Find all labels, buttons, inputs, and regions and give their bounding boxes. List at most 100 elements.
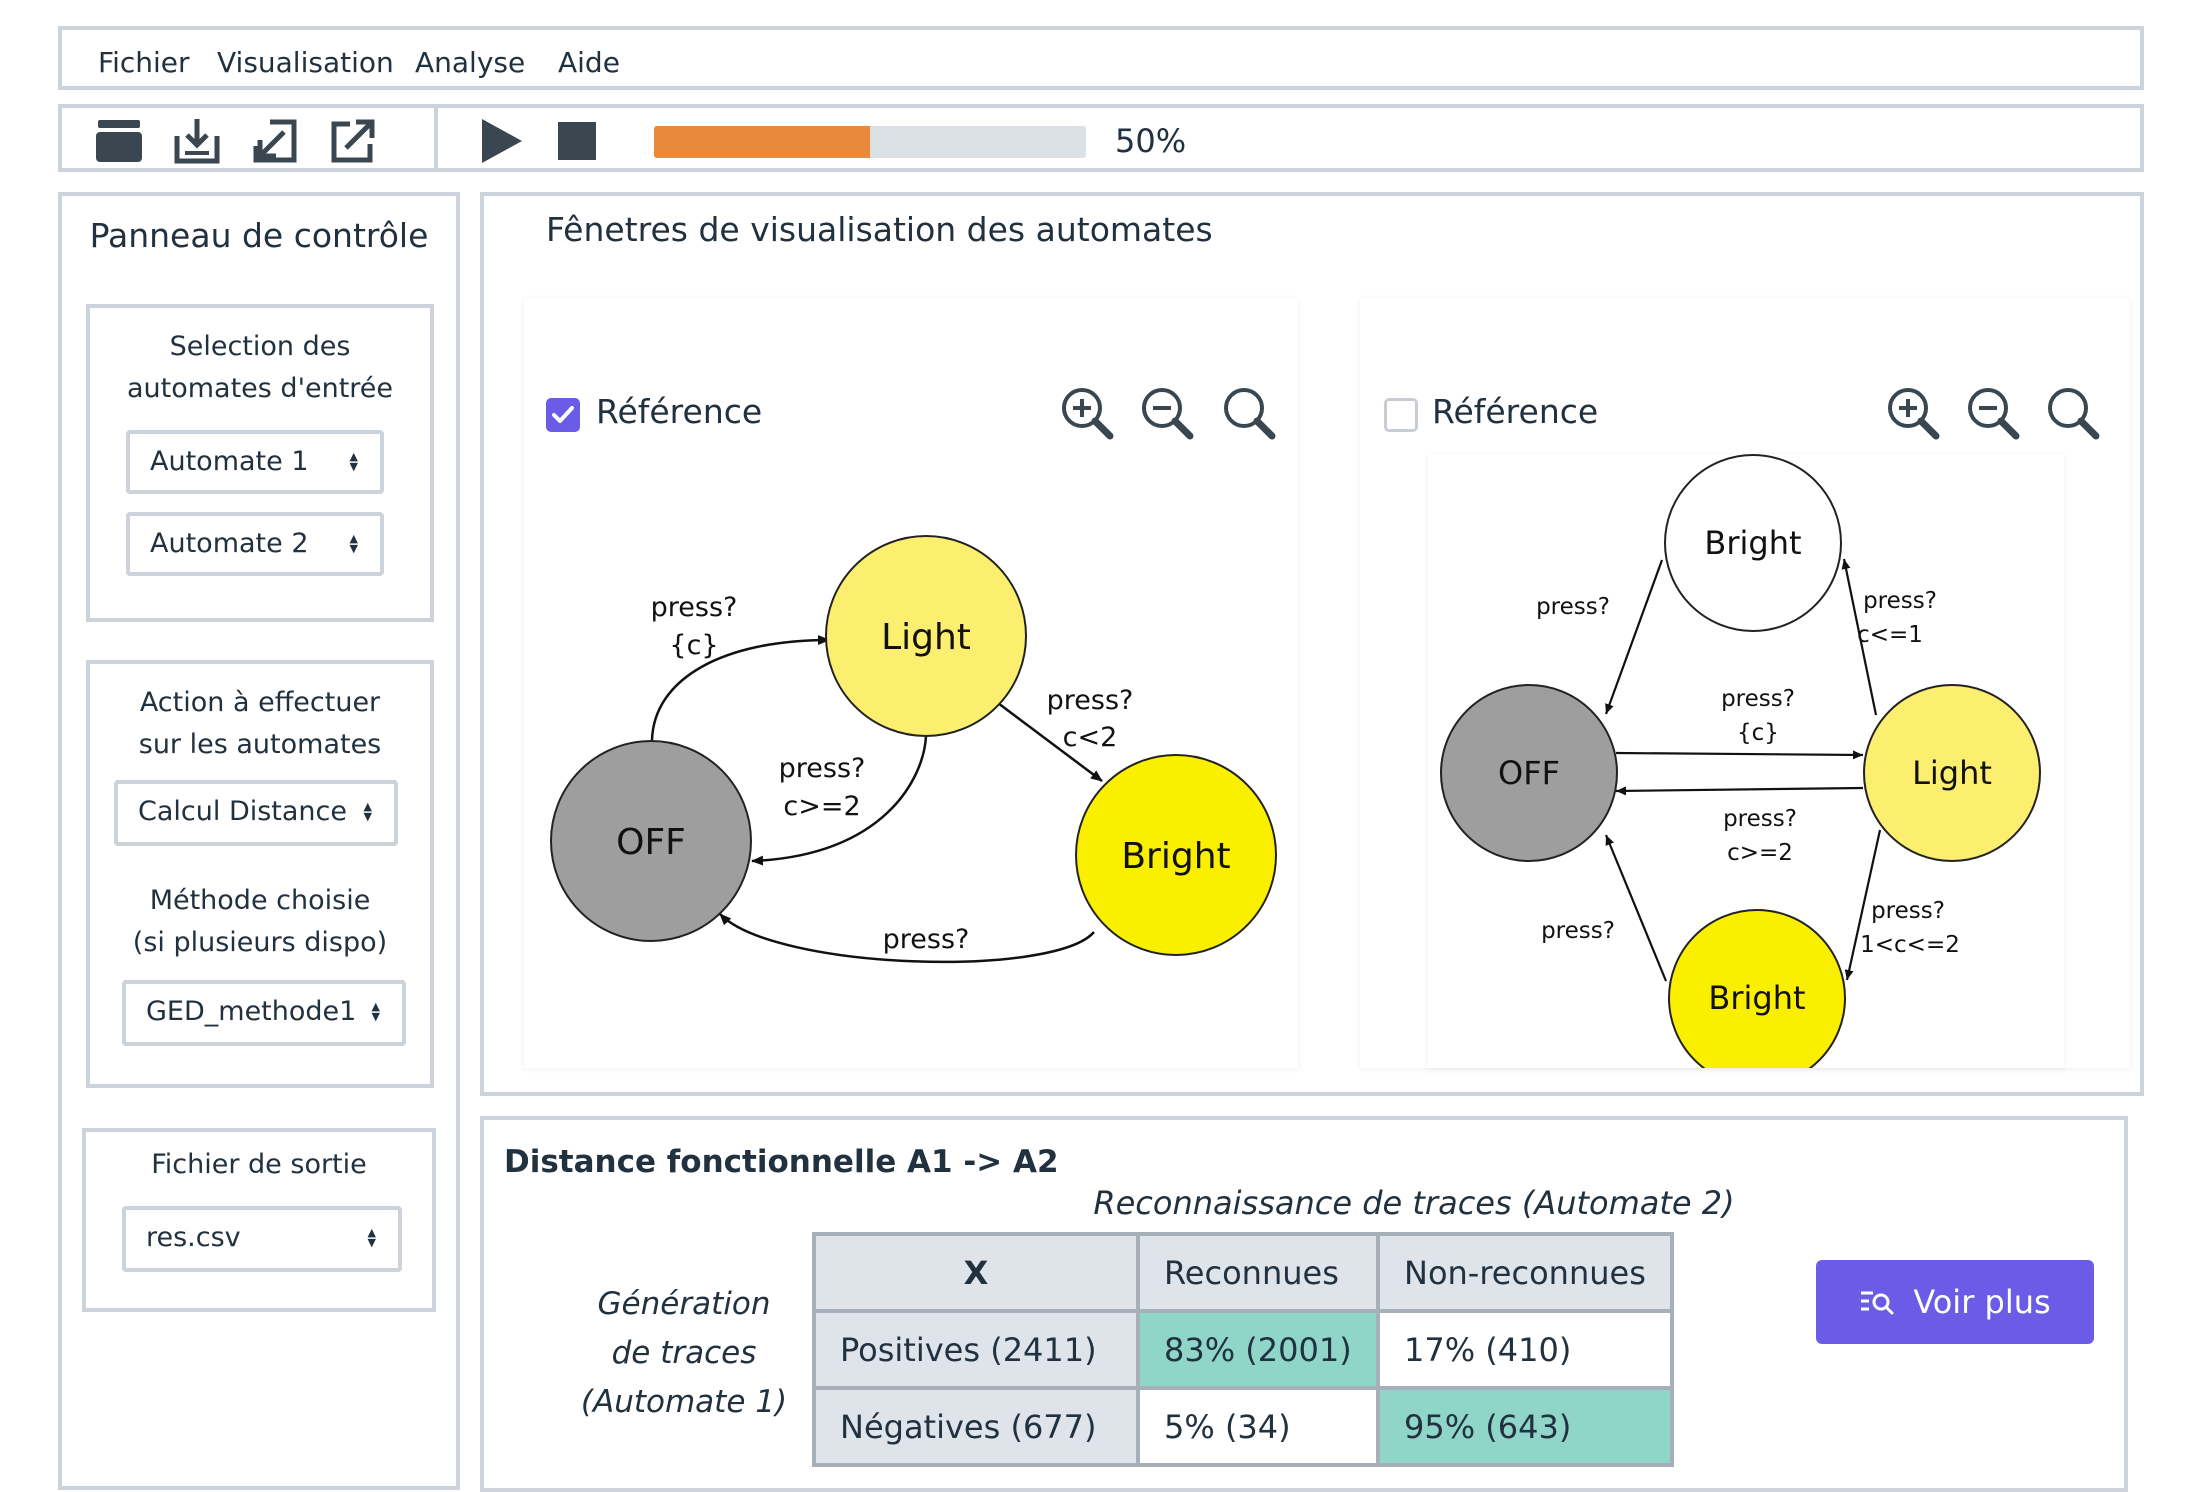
edge-off-light-label-1: press? [1721, 686, 1795, 712]
table-row-label: Négatives (677) [812, 1386, 1140, 1467]
export-icon[interactable] [328, 116, 378, 166]
state-off-label: OFF [616, 822, 686, 863]
progress-percent: 50% [1115, 122, 1187, 160]
table-header-row: X Reconnues Non-reconnues [812, 1232, 1674, 1313]
automaton-graph-right[interactable]: Bright OFF Light Bright press? press? c<… [1360, 298, 2130, 1068]
table-cell: 95% (643) [1376, 1386, 1674, 1467]
folder-icon[interactable] [94, 116, 144, 166]
edge-light-bottom-label-2: 1<c<=2 [1860, 932, 1960, 958]
select-arrows-icon: ▲ ▼ [349, 532, 358, 555]
zoom-in-icon[interactable] [1058, 384, 1116, 442]
visualisation-title: Fênetres de visualisation des automates [546, 210, 1213, 249]
automate-1-select-value: Automate 1 [150, 446, 309, 477]
automate-2-select[interactable]: Automate 2 ▲ ▼ [126, 512, 384, 576]
generation-label-line-3: (Automate 1) [580, 1384, 788, 1420]
state-light[interactable] [1863, 684, 2041, 862]
edge-off-light-label-2: {c} [669, 630, 718, 661]
action-select[interactable]: Calcul Distance ▲ ▼ [114, 780, 398, 846]
result-title: Distance fonctionnelle A1 -> A2 [504, 1144, 1059, 1180]
state-light-label: Light [881, 617, 971, 658]
distance-table: X Reconnues Non-reconnues Positives (241… [812, 1232, 1674, 1467]
menu-analyse[interactable]: Analyse [415, 46, 526, 79]
method-label-2: (si plusieurs dispo) [132, 927, 388, 958]
zoom-reset-icon[interactable] [1220, 384, 1278, 442]
edge-bottom-off-label: press? [1541, 918, 1615, 944]
automaton-view-left: Référence [524, 298, 1298, 1068]
control-panel-title: Panneau de contrôle [89, 216, 429, 255]
edge-light-off-label-1: press? [1723, 806, 1797, 832]
edge-light-bottom [1844, 829, 1882, 981]
select-arrows-icon: ▲ ▼ [371, 1000, 380, 1023]
state-bright-top-label: Bright [1704, 524, 1801, 562]
edge-off-light-label-1: press? [651, 592, 738, 623]
input-automata-group: Selection des automates d'entrée Automat… [86, 304, 434, 622]
state-bright-top[interactable] [1664, 454, 1842, 632]
edge-top-off-label: press? [1536, 594, 1610, 620]
edge-bright-off [719, 913, 1095, 964]
output-file-select[interactable]: res.csv ▲ ▼ [122, 1206, 402, 1272]
visualisation-panel: Fênetres de visualisation des automates … [480, 192, 2144, 1096]
reference-checkbox-left[interactable] [546, 398, 580, 432]
play-icon[interactable] [476, 116, 526, 166]
import-icon[interactable] [250, 116, 300, 166]
automate-2-select-value: Automate 2 [150, 528, 309, 559]
menu-aide[interactable]: Aide [558, 46, 620, 79]
table-cell: 5% (34) [1136, 1386, 1380, 1467]
action-group-label-1: Action à effectuer [139, 687, 381, 718]
generation-label-line-1: Génération [597, 1286, 771, 1322]
edge-bright-off-label: press? [883, 924, 970, 955]
result-subtitle: Reconnaissance de traces (Automate 2) [1093, 1184, 1735, 1222]
state-off[interactable] [1440, 684, 1618, 862]
method-select[interactable]: GED_methode1 ▲ ▼ [122, 980, 406, 1046]
edge-light-off-label-1: press? [779, 753, 866, 784]
table-header-recognized: Reconnues [1136, 1232, 1380, 1313]
list-search-icon [1861, 1291, 1894, 1315]
zoom-out-icon[interactable] [1964, 384, 2022, 442]
automaton-graph-left[interactable]: OFF Light Bright press? {c} press? c>=2 … [524, 298, 1298, 1068]
edge-off-light [1615, 750, 1864, 760]
action-group-label-2: sur les automates [138, 729, 382, 760]
checkmark-icon [552, 406, 574, 423]
state-bright-bottom[interactable] [1668, 909, 1846, 1068]
save-icon[interactable] [172, 116, 222, 166]
edge-off-light-label-2: {c} [1737, 720, 1779, 746]
zoom-out-icon[interactable] [1138, 384, 1196, 442]
table-row: Positives (2411) 83% (2001) 17% (410) [812, 1309, 1674, 1390]
edge-light-top [1841, 558, 1878, 716]
voir-plus-label: Voir plus [1913, 1283, 2051, 1321]
toolbar-separator [434, 104, 438, 172]
menu-fichier[interactable]: Fichier [98, 46, 190, 79]
table-cell: 83% (2001) [1136, 1309, 1380, 1390]
menu-visualisation[interactable]: Visualisation [217, 46, 394, 79]
edge-off-light [650, 635, 830, 741]
edge-bottom-off [1604, 834, 1668, 982]
edge-top-off [1604, 559, 1664, 715]
method-select-value: GED_methode1 [146, 996, 357, 1027]
control-panel: Panneau de contrôle Selection des automa… [58, 192, 460, 1490]
edge-light-top-label-1: press? [1863, 588, 1937, 614]
state-bright[interactable] [1075, 754, 1277, 956]
state-off[interactable] [550, 740, 752, 942]
progress-bar [654, 126, 1086, 158]
stop-icon[interactable] [552, 116, 602, 166]
edge-light-off-label-2: c>=2 [783, 791, 860, 822]
table-cell: 17% (410) [1376, 1309, 1674, 1390]
table-row-label: Positives (2411) [812, 1309, 1140, 1390]
generation-label: Génération de traces (Automate 1) [574, 1280, 794, 1427]
table-header-x: X [812, 1232, 1140, 1313]
state-bright-bottom-label: Bright [1708, 979, 1805, 1017]
reference-checkbox-right[interactable] [1384, 398, 1418, 432]
voir-plus-button[interactable]: Voir plus [1816, 1260, 2094, 1344]
zoom-in-icon[interactable] [1884, 384, 1942, 442]
automate-1-select[interactable]: Automate 1 ▲ ▼ [126, 430, 384, 494]
table-header-not-recognized: Non-reconnues [1376, 1232, 1674, 1313]
automaton-view-right: Référence [1360, 298, 2130, 1068]
select-arrows-icon: ▲ ▼ [363, 800, 372, 823]
edge-light-bright-label-1: press? [1047, 685, 1134, 716]
reference-label-right: Référence [1432, 392, 1599, 431]
input-group-label-2: automates d'entrée [126, 373, 394, 404]
table-row: Négatives (677) 5% (34) 95% (643) [812, 1386, 1674, 1467]
state-light[interactable] [825, 535, 1027, 737]
generation-label-line-2: de traces [611, 1335, 757, 1371]
zoom-reset-icon[interactable] [2044, 384, 2102, 442]
